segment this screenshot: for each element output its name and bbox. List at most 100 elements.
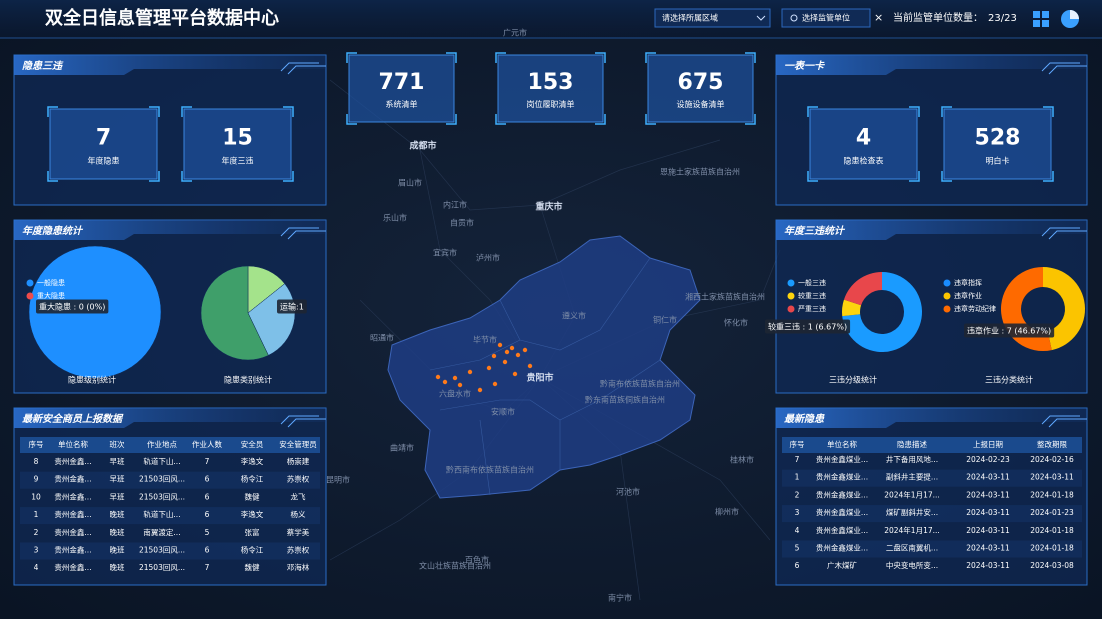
table-cell: 2024-01-18 xyxy=(1030,544,1074,553)
stat-value: 153 xyxy=(528,70,574,95)
unit-button[interactable] xyxy=(781,8,871,28)
table-cell: 晚班 xyxy=(110,509,125,519)
map-label: 贵阳市 xyxy=(526,372,553,384)
table-cell: 2024-02-23 xyxy=(966,455,1010,464)
column-header: 隐患描述 xyxy=(897,439,927,449)
map-label: 内江市 xyxy=(443,200,467,210)
count-value: 23/23 xyxy=(988,13,1017,24)
column-header: 安全员 xyxy=(241,439,264,449)
count-label: 当前监管单位数量： xyxy=(893,11,983,24)
stat-box-corners xyxy=(181,106,294,182)
map-label: 黔西南布依族苗族自治州 xyxy=(446,465,534,475)
pie-slice xyxy=(842,272,923,352)
close-button[interactable]: × xyxy=(874,11,883,24)
stat-box-corners xyxy=(645,52,756,125)
legend-swatch xyxy=(787,305,795,313)
map-label: 泸州市 xyxy=(476,253,500,263)
table-cell: 贵州金鑫煤业... xyxy=(816,525,868,535)
legend-swatch xyxy=(943,292,951,300)
legend-swatch xyxy=(787,292,795,300)
table-cell: 贵州金鑫... xyxy=(54,545,91,555)
legend-label: 严重三违 xyxy=(798,305,826,313)
stat-box xyxy=(809,108,918,180)
map-label: 宜宾市 xyxy=(433,248,457,258)
legend-label: 一般隐患 xyxy=(37,278,65,287)
pie-slice xyxy=(843,272,882,306)
table-cell: 2024-01-18 xyxy=(1030,490,1074,499)
region-select[interactable] xyxy=(654,8,771,28)
page-title: 双全日信息管理平台数据中心 xyxy=(45,7,279,29)
map-label: 重庆市 xyxy=(535,201,562,213)
table-cell: 贵州金鑫... xyxy=(54,456,91,466)
table-cell: 5 xyxy=(795,544,800,553)
table-cell: 早班 xyxy=(110,474,125,484)
table-cell: 贵州金鑫... xyxy=(54,474,91,484)
select-arrow[interactable] xyxy=(756,15,766,21)
stat-box-corners xyxy=(346,52,457,125)
table-cell: 魏健 xyxy=(245,491,260,501)
panel-title: 最新隐患 xyxy=(784,413,825,425)
table-row-band xyxy=(782,540,1082,558)
table-cell: 贵州金鑫煤业... xyxy=(816,507,868,517)
panel-tab xyxy=(776,220,1087,240)
table-cell: 晚班 xyxy=(110,527,125,537)
table-cell: 早班 xyxy=(110,491,125,501)
region-select-text[interactable]: 请选择所属区域 xyxy=(662,13,718,23)
table-cell: 蔡学美 xyxy=(287,527,310,537)
column-header: 序号 xyxy=(790,439,805,449)
table-cell: 2024-03-11 xyxy=(966,473,1010,482)
map-label: 怀化市 xyxy=(724,318,748,328)
unit-button-text[interactable]: 选择监管单位 xyxy=(802,13,850,23)
stat-label: 明白卡 xyxy=(986,155,1010,165)
legend-swatch xyxy=(26,292,34,300)
column-header: 安全管理员 xyxy=(279,439,317,449)
site-markers xyxy=(435,342,533,393)
tooltip-text: 运输:1 xyxy=(280,302,304,312)
tooltip-text: 违章作业 : 7 (46.67%) xyxy=(967,326,1051,336)
site-marker xyxy=(457,382,463,388)
chart-caption: 三违分类统计 xyxy=(985,375,1033,385)
table-cell: 1 xyxy=(34,510,39,519)
site-marker xyxy=(491,353,497,359)
panel-title: 隐患三违 xyxy=(22,60,64,72)
stat-box xyxy=(183,108,292,180)
table-cell: 晚班 xyxy=(110,562,125,572)
table-cell: 6 xyxy=(205,492,210,501)
panel-corner xyxy=(280,62,326,75)
panel-tab xyxy=(14,55,326,75)
table-cell: 3 xyxy=(795,508,800,517)
table-row-band xyxy=(20,542,320,560)
stat-label: 系统清单 xyxy=(386,99,418,109)
legend-swatch xyxy=(787,279,795,287)
site-marker xyxy=(502,359,508,365)
map-label: 昭通市 xyxy=(370,333,394,343)
table-cell: 1 xyxy=(795,473,800,482)
panel-tab xyxy=(776,408,1087,428)
table-cell: 2024-03-11 xyxy=(966,544,1010,553)
table-cell: 杨崇建 xyxy=(287,456,310,466)
panel-title: 最新安全商员上报数据 xyxy=(22,413,124,425)
table-cell: 2 xyxy=(795,490,800,499)
table-cell: 李逸文 xyxy=(241,456,264,466)
grid-icon[interactable] xyxy=(1033,11,1049,27)
table-cell: 2024-02-16 xyxy=(1030,455,1074,464)
table-cell: 贵州金鑫煤业... xyxy=(816,454,868,464)
table-cell: 杨令江 xyxy=(241,545,264,555)
stat-label: 岗位履职清单 xyxy=(527,99,575,109)
table-cell: 2024-03-11 xyxy=(1030,473,1074,482)
stat-box xyxy=(943,108,1052,180)
table-cell: 轨道下山... xyxy=(143,456,180,466)
stat-label: 隐患检查表 xyxy=(844,155,884,165)
header-bar xyxy=(0,0,1102,38)
chart-icon-slice[interactable] xyxy=(1070,10,1079,19)
tooltip xyxy=(36,299,109,314)
table-cell: 2024-03-11 xyxy=(966,561,1010,570)
panel-corner xyxy=(1041,62,1087,75)
stat-value: 4 xyxy=(856,125,871,150)
chart-caption: 隐患类别统计 xyxy=(224,375,272,385)
unit-icon[interactable] xyxy=(790,14,798,22)
table-cell: 龙飞 xyxy=(291,491,306,501)
chart-caption: 隐患级别统计 xyxy=(68,375,116,385)
table-cell: 10 xyxy=(31,492,41,501)
table-cell: 6 xyxy=(795,561,800,570)
